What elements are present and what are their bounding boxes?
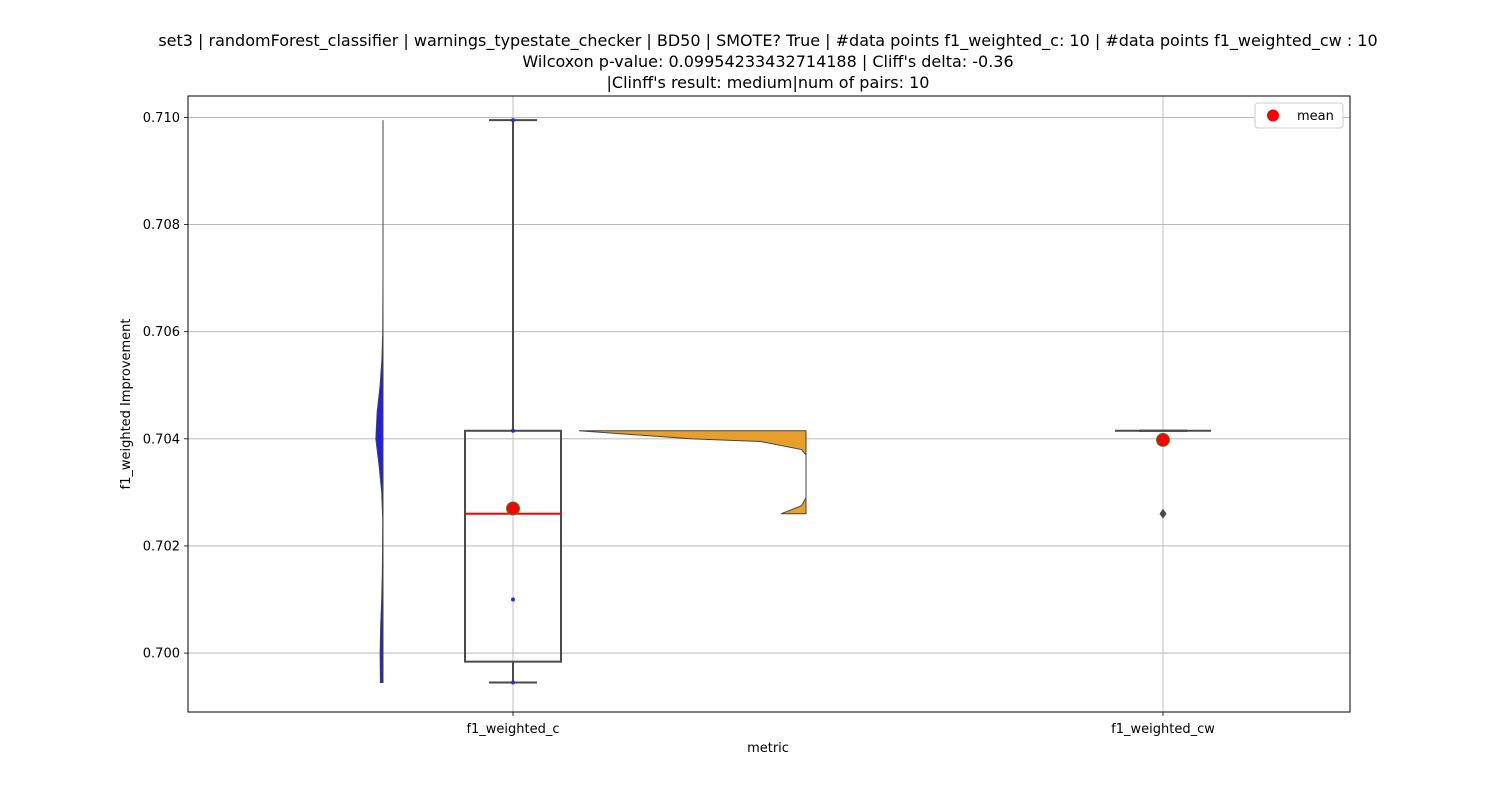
y-axis-label: f1_weighted Improvement [119,318,134,489]
y-tick-label: 0.704 [143,432,180,447]
legend-mean-label: mean [1297,109,1334,124]
plot-background [188,96,1350,712]
legend-mean-marker [1267,109,1279,122]
chart-title: set3 | randomForest_classifier | warning… [158,31,1377,92]
title-line-1: set3 | randomForest_classifier | warning… [158,31,1377,51]
data-point [511,680,515,685]
y-tick-label: 0.706 [143,325,180,340]
axes-frame [187,95,1351,713]
y-tick-label: 0.710 [143,111,180,126]
legend-frame [1254,102,1344,129]
y-tick-label: 0.700 [143,647,180,662]
data-point [511,428,515,433]
data-point [511,118,515,123]
outlier-point [1159,508,1167,519]
x-tick-label: f1_weighted_c [466,722,559,737]
y-tick-label: 0.702 [143,539,180,554]
x-tick-label: f1_weighted_cw [1111,722,1215,737]
y-tick-label: 0.708 [143,218,180,233]
title-line-3: |Clinff's result: medium|num of pairs: 1… [607,73,930,92]
mean-marker [1156,432,1170,447]
violin-f1_weighted_cw [578,430,807,515]
x-axis-label: metric [747,741,789,756]
legend: mean [1254,102,1344,129]
data-point [511,597,515,602]
violin-f1_weighted_c [375,120,384,684]
series-f1_weighted_cw [578,429,1211,519]
plot-area: 0.700 0.702 0.704 0.706 0.708 0.710 f1_weighte… [143,95,1351,737]
series-f1_weighted_c [375,118,562,685]
title-line-2: Wilcoxon p-value: 0.09954233432714188 | … [522,52,1013,71]
mean-marker [506,501,520,516]
